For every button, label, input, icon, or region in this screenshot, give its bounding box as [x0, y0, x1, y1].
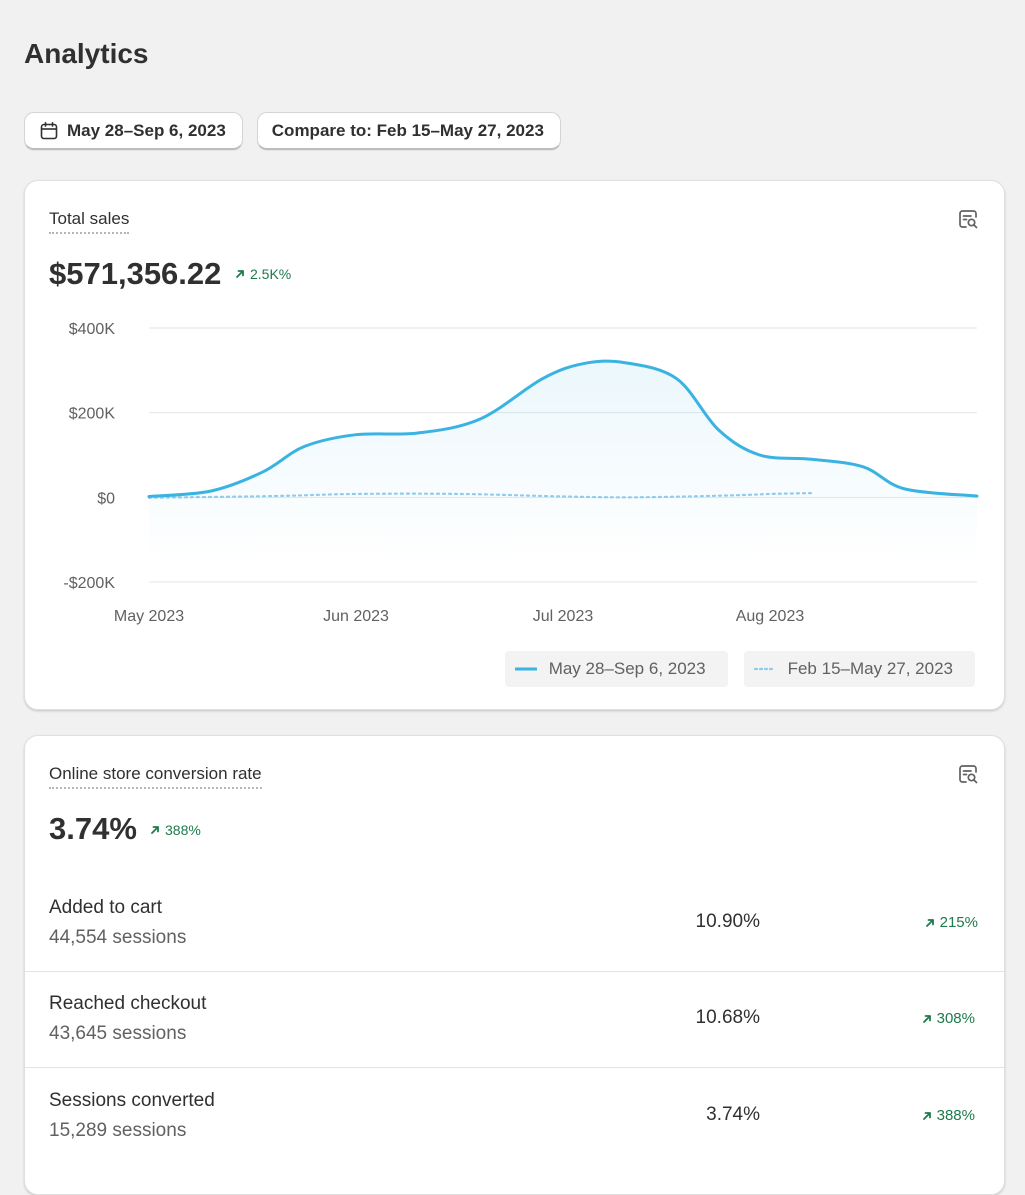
funnel-row-sessions: 43,645 sessions — [49, 1023, 187, 1044]
total-sales-title[interactable]: Total sales — [49, 208, 130, 234]
total-sales-delta: 2.5K% — [235, 266, 291, 282]
y-tick-label: $0 — [97, 490, 115, 507]
funnel-row-percent: 3.74% — [706, 1104, 760, 1125]
page-title: Analytics — [24, 38, 149, 69]
funnel-row-percent: 10.90% — [695, 911, 760, 932]
explore-report-icon[interactable] — [956, 762, 980, 786]
conversion-rate-delta: 388% — [150, 822, 201, 838]
funnel-row-sessions-converted: Sessions converted 15,289 sessions 3.74%… — [25, 1069, 1004, 1165]
total-sales-card: Total sales $571,356.22 2.5K% $400K $200K… — [24, 180, 1005, 710]
funnel-row-delta-value: 215% — [939, 914, 978, 931]
funnel-row-sessions: 15,289 sessions — [49, 1120, 187, 1141]
conversion-rate-title[interactable]: Online store conversion rate — [49, 763, 262, 789]
compare-range-label: Compare to: Feb 15–May 27, 2023 — [271, 120, 544, 140]
x-tick-label: Aug 2023 — [736, 608, 805, 625]
y-tick-label: -$200K — [63, 575, 115, 592]
series-line-current — [147, 359, 979, 498]
row-divider — [25, 1067, 1004, 1068]
y-tick-label: $200K — [69, 406, 116, 423]
funnel-row-delta: 308% — [922, 1010, 975, 1028]
legend-label-current: May 28–Sep 6, 2023 — [548, 659, 706, 678]
conversion-rate-delta-value: 388% — [165, 822, 201, 838]
x-tick-label: May 2023 — [114, 608, 184, 625]
arrow-up-right-icon — [151, 826, 159, 834]
legend-swatch-solid — [514, 667, 537, 671]
x-tick-label: Jul 2023 — [533, 608, 594, 625]
conversion-rate-card: Online store conversion rate 3.74% 388% … — [24, 735, 1005, 1195]
total-sales-value: $571,356.22 — [49, 256, 222, 291]
funnel-row-delta-value: 308% — [936, 1010, 975, 1027]
funnel-row-added-to-cart: Added to cart 44,554 sessions 10.90% 215… — [25, 876, 1004, 972]
total-sales-delta-value: 2.5K% — [250, 266, 292, 282]
row-divider — [25, 971, 1004, 972]
total-sales-chart: $400K $200K $0 -$200K May 2023 Jun 2023 Jul 2… — [63, 321, 979, 625]
y-tick-label: $400K — [69, 321, 116, 338]
funnel-row-percent: 10.68% — [695, 1007, 760, 1028]
funnel-row-delta: 388% — [922, 1107, 975, 1125]
series-line-comparison — [147, 492, 813, 499]
compare-range-button[interactable]: Compare to: Feb 15–May 27, 2023 — [256, 112, 561, 150]
legend-swatch-dotted — [753, 667, 776, 671]
funnel-row-delta-value: 388% — [936, 1107, 975, 1124]
filter-bar: May 28–Sep 6, 2023 Compare to: Feb 15–Ma… — [24, 112, 561, 150]
funnel-row-delta: 215% — [925, 914, 978, 932]
explore-report-icon[interactable] — [956, 207, 980, 231]
arrow-up-right-icon — [925, 919, 934, 927]
legend-item-current[interactable]: May 28–Sep 6, 2023 — [504, 651, 728, 687]
x-tick-label: Jun 2023 — [323, 608, 389, 625]
funnel-row-label: Reached checkout — [49, 993, 207, 1014]
chart-legend: May 28–Sep 6, 2023 Feb 15–May 27, 2023 — [504, 651, 975, 687]
calendar-icon — [39, 121, 59, 141]
series-area-current — [149, 361, 977, 562]
funnel-row-reached-checkout: Reached checkout 43,645 sessions 10.68% … — [25, 972, 1004, 1068]
arrow-up-right-icon — [922, 1112, 931, 1120]
funnel-row-label: Sessions converted — [49, 1090, 215, 1111]
legend-item-comparison[interactable]: Feb 15–May 27, 2023 — [743, 651, 975, 687]
arrow-up-right-icon — [236, 270, 244, 278]
funnel-row-label: Added to cart — [49, 897, 163, 918]
legend-label-comparison: Feb 15–May 27, 2023 — [787, 659, 953, 678]
conversion-rate-value: 3.74% — [49, 811, 137, 846]
date-range-button[interactable]: May 28–Sep 6, 2023 — [24, 112, 243, 150]
date-range-label: May 28–Sep 6, 2023 — [67, 120, 226, 140]
arrow-up-right-icon — [922, 1015, 931, 1023]
funnel-row-sessions: 44,554 sessions — [49, 927, 187, 948]
